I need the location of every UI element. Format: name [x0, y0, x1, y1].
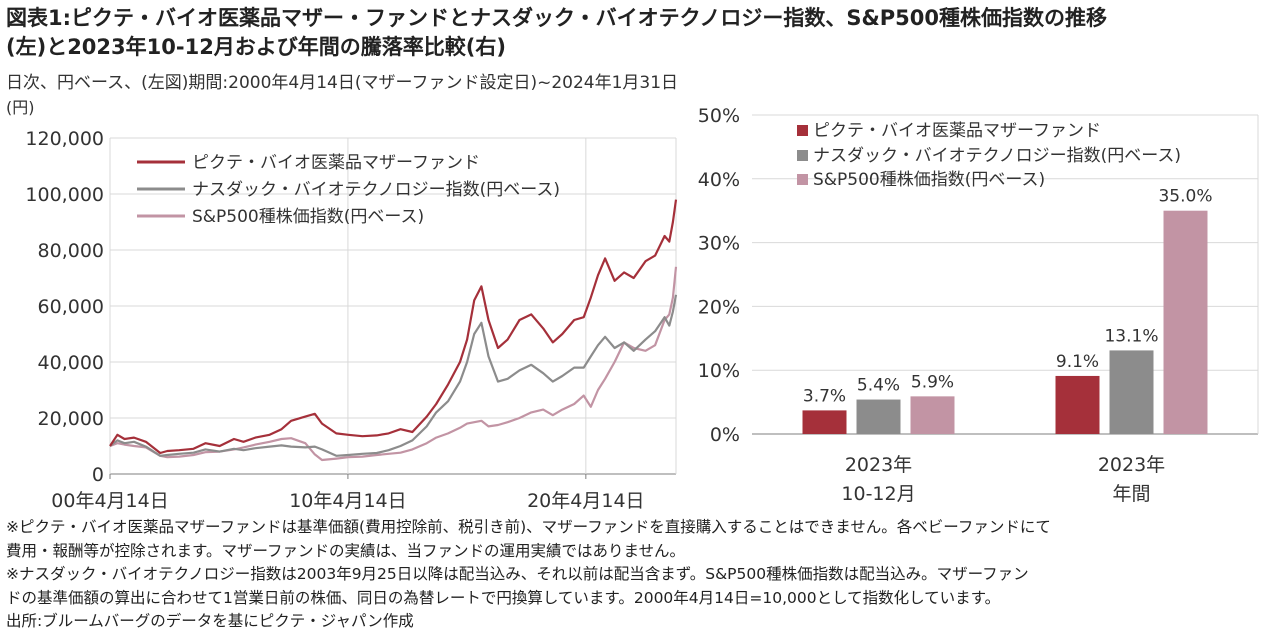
legend-label: S&P500種株価指数(円ベース) — [192, 207, 424, 227]
y-tick-label: 30% — [698, 233, 740, 255]
y-axis-unit-label: (円) — [6, 98, 35, 117]
legend-swatch — [797, 150, 808, 161]
source-note: 出所:ブルームバーグのデータを基にピクテ・ジャパン作成 — [6, 612, 414, 630]
data-label: 35.0% — [1158, 187, 1212, 207]
legend-swatch — [797, 125, 808, 136]
legend-label: ピクテ・バイオ医薬品マザーファンド — [813, 121, 1101, 141]
chart-subtitle: 日次、円ベース、(左図)期間:2000年4月14日(マザーファンド設定日)~20… — [6, 73, 679, 93]
bar — [1055, 375, 1100, 434]
bar — [1163, 210, 1208, 434]
bar — [910, 396, 955, 434]
x-tick-label: 20年4月14日 — [527, 490, 644, 512]
x-category-label: 年間 — [1112, 483, 1150, 505]
x-category-label: 2023年 — [845, 454, 912, 476]
y-tick-label: 40,000 — [38, 352, 104, 374]
data-label: 5.4% — [857, 376, 900, 396]
y-tick-label: 50% — [698, 105, 740, 127]
y-tick-label: 20,000 — [38, 408, 104, 430]
series-line-2 — [109, 266, 678, 462]
footnote-line: ※ナスダック・バイオテクノロジー指数は2003年9月25日以降は配当込み、それ以… — [6, 565, 1029, 583]
series-line-0 — [109, 199, 678, 455]
footnote-line: ドの基準価額の算出に合わせて1営業日前の株価、同日の為替レートで円換算しています… — [6, 588, 1001, 607]
legend-label: ピクテ・バイオ医薬品マザーファンド — [192, 153, 480, 173]
legend-label: S&P500種株価指数(円ベース) — [813, 170, 1045, 190]
legend-label: ナスダック・バイオテクノロジー指数(円ベース) — [192, 180, 560, 200]
bar — [1109, 350, 1154, 434]
y-tick-label: 60,000 — [38, 296, 104, 318]
y-tick-label: 20% — [698, 296, 740, 318]
y-tick-label: 80,000 — [38, 240, 104, 262]
chart-title-line2: (左)と2023年10-12月および年間の騰落率比較(右) — [6, 35, 506, 59]
bar — [856, 399, 901, 434]
x-tick-label: 10年4月14日 — [289, 490, 406, 512]
y-tick-label: 0 — [92, 464, 104, 486]
series-line-1 — [109, 294, 678, 457]
legend-label: ナスダック・バイオテクノロジー指数(円ベース) — [813, 146, 1181, 166]
chart-title-line1: 図表1:ピクテ・バイオ医薬品マザー・ファンドとナスダック・バイオテクノロジー指数… — [6, 6, 1107, 30]
bar — [802, 410, 847, 434]
x-category-label: 10-12月 — [841, 483, 915, 505]
y-tick-label: 120,000 — [25, 128, 104, 150]
data-label: 3.7% — [803, 386, 846, 406]
y-tick-label: 0% — [710, 424, 740, 446]
footnote-line: ※ピクテ・バイオ医薬品マザーファンドは基準価額(費用控除前、税引き前)、マザーフ… — [6, 518, 1051, 536]
y-tick-label: 100,000 — [25, 184, 104, 206]
x-tick-label: 00年4月14日 — [51, 490, 168, 512]
legend-swatch — [797, 174, 808, 185]
data-label: 9.1% — [1056, 352, 1099, 372]
footnotes: ※ピクテ・バイオ医薬品マザーファンドは基準価額(費用控除前、税引き前)、マザーフ… — [6, 516, 1276, 634]
data-label: 5.9% — [911, 372, 954, 392]
footnote-line: 費用・報酬等が控除されます。マザーファンドの実績は、当ファンドの運用実績ではあり… — [6, 541, 686, 560]
y-tick-label: 40% — [698, 169, 740, 191]
data-label: 13.1% — [1104, 326, 1158, 346]
x-category-label: 2023年 — [1098, 454, 1165, 476]
y-tick-label: 10% — [698, 360, 740, 382]
